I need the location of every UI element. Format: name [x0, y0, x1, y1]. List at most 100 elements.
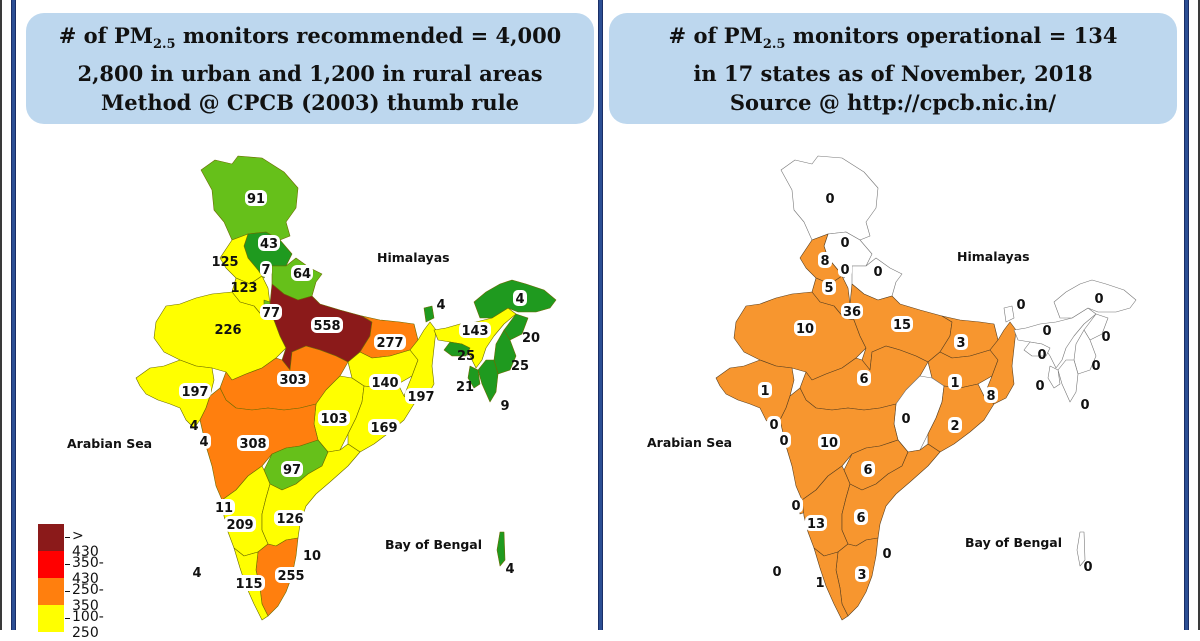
header-line-3: Method @ CPCB (2003) thumb rule	[101, 89, 519, 115]
label-kerala: 115	[235, 577, 262, 592]
label-odisha: 2	[950, 419, 959, 434]
label-chhattisgarh: 0	[901, 412, 910, 427]
label-arunachal: 4	[515, 292, 524, 307]
label-hp: 43	[260, 237, 278, 252]
label-jk: 0	[825, 192, 834, 207]
label-odisha: 169	[370, 421, 397, 436]
label-karnataka: 209	[226, 518, 253, 533]
label-assam: 143	[461, 324, 488, 339]
label-tripura: 21	[456, 380, 474, 395]
label-gujarat: 197	[181, 385, 208, 400]
label-dadra: 0	[779, 434, 788, 449]
label-lakshadweep: 0	[772, 565, 781, 580]
state-nagaland	[1083, 313, 1109, 341]
legend-label: 350-430	[72, 555, 104, 587]
header-line-2: 2,800 in urban and 1,200 in rural areas	[77, 60, 543, 86]
label-rajasthan: 10	[796, 322, 814, 337]
label-goa: 0	[791, 499, 800, 514]
header-text: monitors operational = 134	[785, 22, 1118, 48]
himalayas-label: Himalayas	[377, 250, 450, 265]
label-uttarakhand: 64	[293, 267, 311, 282]
label-mp: 303	[279, 373, 306, 388]
label-nagaland: 0	[1101, 330, 1110, 345]
legend-label: > 430	[72, 528, 99, 560]
label-andaman: 4	[505, 562, 514, 577]
state-west-bengal	[403, 321, 437, 405]
label-kerala: 1	[815, 576, 824, 591]
outer-frame-left	[0, 0, 2, 630]
state-odisha	[927, 383, 995, 453]
header-line-1: # of PM2.5 monitors operational = 134	[669, 21, 1118, 59]
recommended-header: # of PM2.5 monitors recommended = 4,000 …	[26, 13, 594, 124]
state-west-bengal	[983, 321, 1017, 405]
label-punjab: 8	[820, 254, 829, 269]
label-west-bengal: 197	[407, 390, 434, 405]
label-up: 15	[893, 318, 911, 333]
label-gujarat: 1	[760, 384, 769, 399]
label-delhi: 77	[262, 306, 280, 321]
state-mizoram	[477, 359, 499, 403]
label-mp: 6	[859, 372, 868, 387]
label-puducherry: 10	[303, 549, 321, 564]
label-goa: 11	[215, 501, 233, 516]
label-punjab: 125	[211, 255, 238, 270]
label-meghalaya: 25	[457, 349, 475, 364]
label-daman: 0	[769, 418, 778, 433]
operational-monitors-panel: # of PM2.5 monitors operational = 134 in…	[606, 0, 1177, 630]
state-nagaland	[503, 313, 529, 341]
bay-of-bengal-label: Bay of Bengal	[385, 537, 482, 552]
label-andaman: 0	[1083, 560, 1092, 575]
label-karnataka: 13	[807, 517, 825, 532]
label-andhra: 126	[276, 512, 303, 527]
legend-swatch-100-250	[38, 605, 64, 632]
label-jk: 91	[247, 192, 265, 207]
label-jharkhand: 1	[950, 376, 959, 391]
outer-frame-right	[1198, 0, 1200, 630]
left-border-bar	[11, 0, 16, 630]
label-tamil-nadu: 3	[857, 568, 866, 583]
label-assam: 0	[1042, 324, 1051, 339]
label-manipur: 0	[1091, 359, 1100, 374]
header-text: monitors recommended = 4,000	[175, 22, 562, 48]
label-dadra: 4	[199, 435, 208, 450]
label-mizoram: 9	[500, 399, 509, 414]
bay-of-bengal-label: Bay of Bengal	[965, 535, 1062, 550]
legend-swatch-430plus	[38, 524, 64, 551]
pm-subscript: 2.5	[152, 36, 176, 52]
label-rajasthan: 226	[214, 323, 241, 338]
himalayas-label: Himalayas	[957, 249, 1030, 264]
label-chandigarh: 7	[261, 263, 270, 278]
header-line-2: in 17 states as of November, 2018	[693, 60, 1093, 86]
state-mizoram	[1057, 359, 1079, 403]
label-andhra: 6	[856, 511, 865, 526]
header-line-3: Source @ http://cpcb.nic.in/	[729, 89, 1057, 115]
state-sikkim	[423, 305, 435, 323]
label-west-bengal: 8	[986, 389, 995, 404]
state-meghalaya	[1023, 341, 1051, 357]
right-border-bar	[1184, 0, 1189, 630]
label-tamil-nadu: 255	[277, 569, 304, 584]
label-maharashtra: 10	[820, 436, 838, 451]
label-chandigarh: 0	[840, 263, 849, 278]
label-up: 558	[313, 319, 340, 334]
label-haryana: 5	[824, 281, 833, 296]
right-map-labels: 0 0 8 0 0 5 36 15 10 3 0 0 0 0 0 0 0 0 1…	[758, 192, 1111, 591]
label-sikkim: 4	[436, 298, 445, 313]
label-jharkhand: 140	[371, 376, 398, 391]
label-bihar: 277	[376, 336, 403, 351]
label-hp: 0	[840, 236, 849, 251]
header-line-1: # of PM2.5 monitors recommended = 4,000	[59, 21, 562, 59]
label-bihar: 3	[956, 336, 965, 351]
label-maharashtra: 308	[239, 437, 266, 452]
state-andaman	[1076, 531, 1086, 567]
arabian-sea-label: Arabian Sea	[647, 435, 732, 450]
pm-subscript: 2.5	[762, 36, 786, 52]
legend-label: 100-250	[72, 609, 104, 641]
state-manipur	[493, 329, 517, 375]
label-puducherry: 0	[882, 547, 891, 562]
label-lakshadweep: 4	[192, 566, 201, 581]
label-telangana: 6	[863, 463, 872, 478]
legend-swatch-350-430	[38, 551, 64, 578]
operational-header: # of PM2.5 monitors operational = 134 in…	[609, 13, 1177, 124]
label-tripura: 0	[1035, 379, 1044, 394]
